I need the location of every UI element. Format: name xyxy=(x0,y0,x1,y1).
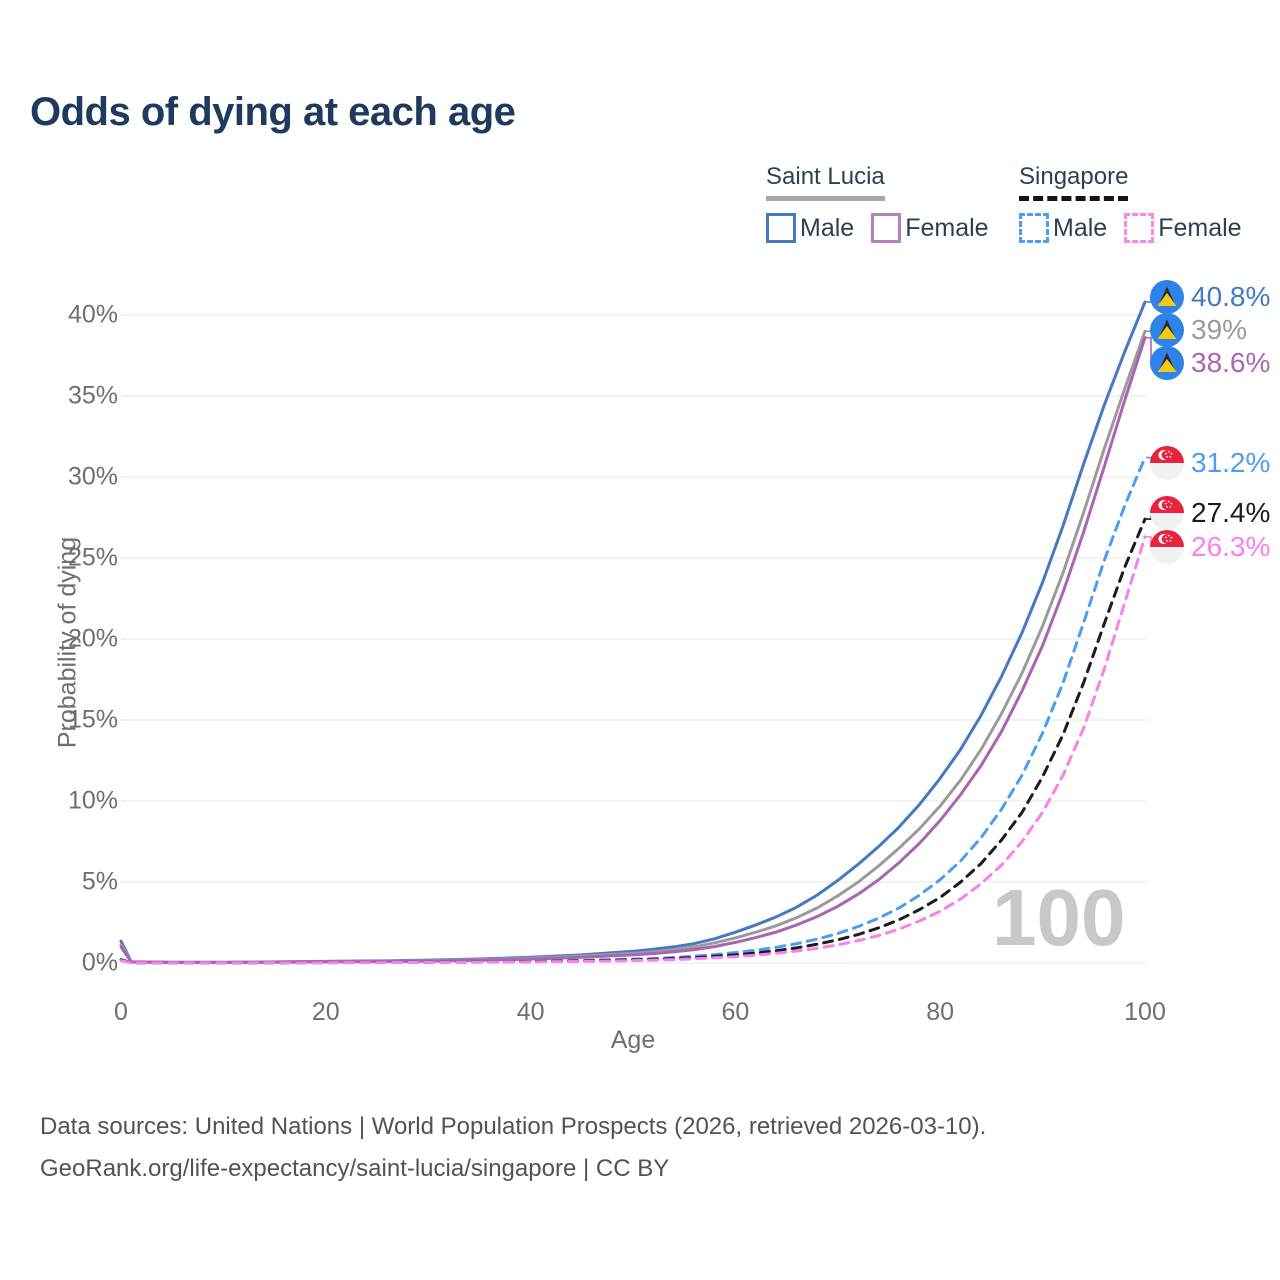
legend-country-singapore[interactable]: Singapore xyxy=(1019,163,1129,201)
legend-row-singapore: Male Female xyxy=(1019,213,1259,243)
legend-label-saint-lucia-male[interactable]: Male xyxy=(800,213,855,242)
page-title: Odds of dying at each age xyxy=(30,90,516,134)
legend-checkbox-singapore-female[interactable] xyxy=(1124,213,1155,243)
series-line-saint-lucia-male xyxy=(119,300,1147,964)
end-label-value: 26.3% xyxy=(1191,531,1271,562)
x-tick-label: 20 xyxy=(311,998,340,1026)
legend-checkbox-singapore-male[interactable] xyxy=(1019,213,1049,243)
legend-checkbox-saint-lucia-male[interactable] xyxy=(766,213,796,243)
end-label-value: 38.6% xyxy=(1191,347,1271,378)
y-tick-label: 20% xyxy=(67,624,118,653)
y-tick-label: 10% xyxy=(67,786,118,815)
series-line-saint-lucia-female xyxy=(119,336,1147,964)
end-label-singapore-both: 27.4% xyxy=(1150,496,1270,530)
end-label-saint-lucia-both: 39% xyxy=(1150,313,1247,347)
end-label-value: 31.2% xyxy=(1191,447,1271,478)
end-label-value: 40.8% xyxy=(1191,281,1271,312)
age-watermark: 100 xyxy=(992,873,1126,962)
legend-group-saint-lucia: Saint Lucia Male Female xyxy=(766,163,1006,243)
legend-label-singapore-male[interactable]: Male xyxy=(1053,213,1108,242)
x-axis-title: Age xyxy=(610,1026,656,1054)
singapore-flag-icon xyxy=(1150,530,1184,564)
singapore-flag-icon xyxy=(1150,446,1184,480)
y-tick-label: 35% xyxy=(67,381,118,410)
footer-attribution: GeoRank.org/life-expectancy/saint-lucia/… xyxy=(40,1155,670,1182)
series-line-singapore-female xyxy=(119,535,1147,965)
saint-lucia-flag-icon xyxy=(1150,313,1184,347)
saint-lucia-flag-icon xyxy=(1150,280,1184,314)
footer: Data sources: United Nations | World Pop… xyxy=(40,1106,986,1190)
end-label-singapore-female: 26.3% xyxy=(1150,530,1270,564)
x-tick-label: 60 xyxy=(721,998,750,1026)
legend-label-saint-lucia-female[interactable]: Female xyxy=(905,213,989,242)
end-label-value: 27.4% xyxy=(1191,497,1271,528)
end-label-saint-lucia-male: 40.8% xyxy=(1150,280,1270,314)
y-tick-label: 30% xyxy=(67,462,118,491)
y-tick-label: 0% xyxy=(81,948,118,977)
y-tick-label: 5% xyxy=(81,867,118,896)
series-line-saint-lucia-both xyxy=(119,329,1147,964)
x-tick-label: 0 xyxy=(114,998,128,1026)
end-label-singapore-male: 31.2% xyxy=(1150,446,1270,480)
y-tick-label: 40% xyxy=(67,300,118,329)
footer-data-sources: Data sources: United Nations | World Pop… xyxy=(40,1113,987,1140)
legend-checkbox-saint-lucia-female[interactable] xyxy=(871,213,902,243)
legend-label-singapore-female[interactable]: Female xyxy=(1158,213,1242,242)
x-tick-label: 40 xyxy=(516,998,545,1026)
legend-row-saint-lucia: Male Female xyxy=(766,213,1006,243)
y-tick-label: 15% xyxy=(67,705,118,734)
saint-lucia-flag-icon xyxy=(1150,346,1184,380)
legend-country-saint-lucia[interactable]: Saint Lucia xyxy=(766,163,885,201)
x-tick-label: 100 xyxy=(1124,998,1166,1026)
end-label-saint-lucia-female: 38.6% xyxy=(1150,346,1270,380)
singapore-flag-icon xyxy=(1150,496,1184,530)
y-tick-label: 25% xyxy=(67,543,118,572)
x-tick-label: 80 xyxy=(926,998,955,1026)
end-label-value: 39% xyxy=(1191,314,1248,345)
legend-group-singapore: Singapore Male Female xyxy=(1019,163,1259,243)
